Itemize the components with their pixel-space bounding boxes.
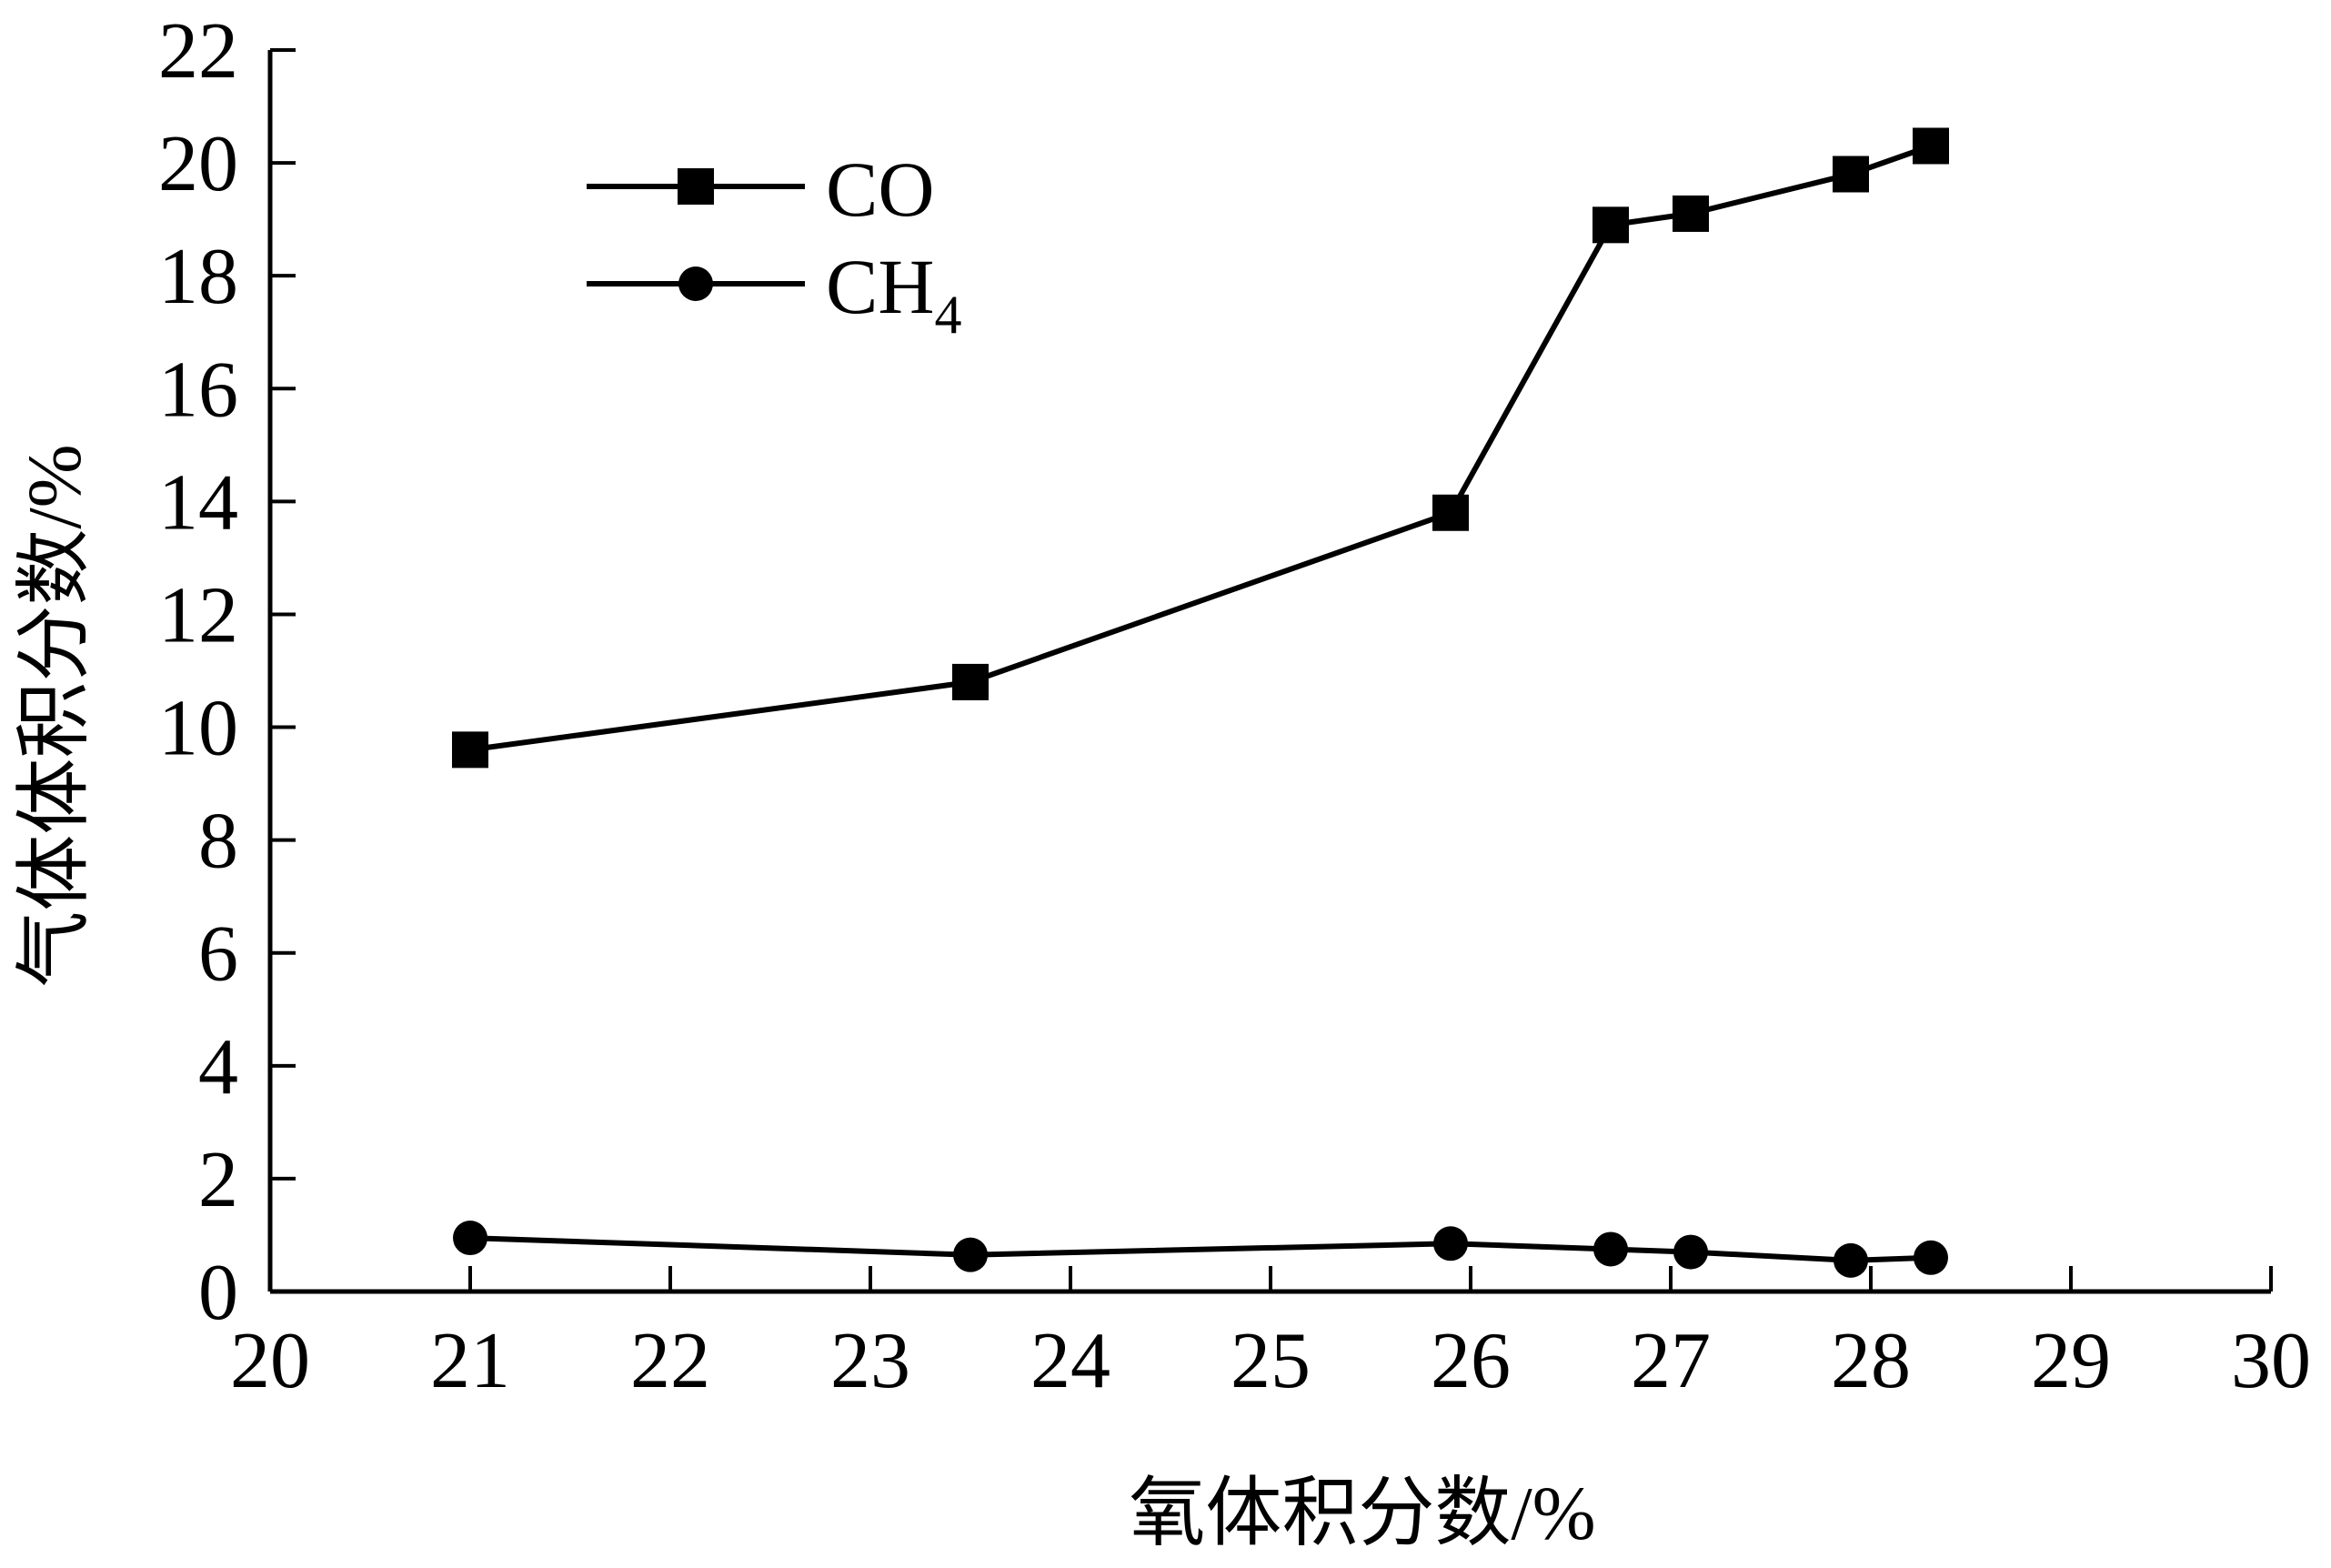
legend-label: CO [826,146,934,233]
legend-marker [678,266,713,301]
x-axis-title: 氧体积分数/% [1129,1472,1595,1556]
y-tick-label: 2 [198,1136,238,1224]
series-layer [452,127,1949,1278]
legend-marker [678,168,714,205]
data-point-co [1432,494,1469,531]
data-point-co [952,663,989,700]
y-tick-label: 10 [158,685,238,773]
legend: CO CH4 [587,146,961,345]
x-axis-ticks: 20 21 22 23 24 25 26 27 28 29 30 [230,1266,2311,1405]
y-tick-label: 8 [198,798,238,886]
y-axis-ticks: 0 2 4 6 8 10 12 14 16 18 20 22 [158,7,296,1337]
data-point-co [1833,156,1869,193]
y-tick-label: 14 [158,458,238,547]
data-point-ch4 [1593,1231,1628,1267]
data-point-co [1913,127,1949,165]
data-point-co [452,731,488,769]
y-tick-label: 22 [158,7,238,95]
x-tick-label: 25 [1231,1317,1311,1405]
data-point-ch4 [953,1237,988,1272]
series-line-ch4 [469,1235,1932,1263]
data-point-co [1673,195,1709,232]
x-tick-label: 27 [1631,1317,1711,1405]
data-point-ch4 [1673,1234,1708,1270]
y-tick-label: 16 [158,346,238,434]
legend-item-ch4: CH4 [587,243,961,345]
legend-item-co: CO [587,146,934,233]
legend-label: CH4 [826,243,961,345]
series-co [452,127,1949,769]
y-tick-label: 12 [158,571,238,659]
y-axis-title: 气体体积分数/% [13,444,97,987]
x-tick-label: 28 [1831,1317,1911,1405]
data-point-ch4 [1834,1242,1868,1278]
y-tick-label: 6 [198,910,238,999]
data-point-ch4 [1914,1240,1948,1275]
y-tick-label: 4 [198,1023,238,1111]
y-tick-label: 20 [158,120,238,208]
y-tick-label: 18 [158,233,238,321]
data-point-ch4 [453,1221,487,1256]
x-tick-label: 22 [630,1317,710,1405]
series-line-co [469,143,1932,753]
x-tick-label: 30 [2231,1317,2311,1405]
x-tick-label: 29 [2031,1317,2111,1405]
x-tick-label: 26 [1431,1317,1511,1405]
axes [267,50,2271,1294]
y-tick-label: 0 [198,1249,238,1337]
x-tick-label: 20 [230,1317,310,1405]
x-tick-label: 21 [430,1317,510,1405]
data-point-co [1593,206,1629,244]
series-ch4 [453,1221,1948,1278]
x-tick-label: 24 [1030,1317,1110,1405]
data-point-ch4 [1433,1226,1468,1261]
x-tick-label: 23 [830,1317,910,1405]
